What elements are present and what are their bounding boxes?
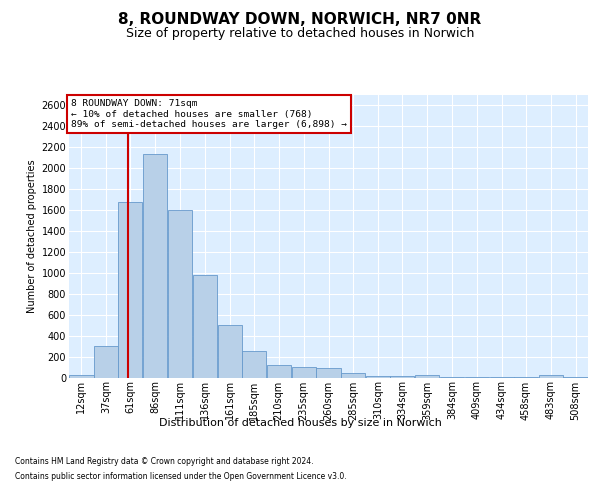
Bar <box>316 368 341 378</box>
Text: 8, ROUNDWAY DOWN, NORWICH, NR7 0NR: 8, ROUNDWAY DOWN, NORWICH, NR7 0NR <box>118 12 482 28</box>
Text: Distribution of detached houses by size in Norwich: Distribution of detached houses by size … <box>158 418 442 428</box>
Bar <box>118 202 142 378</box>
Bar <box>390 376 414 378</box>
Text: Size of property relative to detached houses in Norwich: Size of property relative to detached ho… <box>126 28 474 40</box>
Bar <box>366 376 391 378</box>
Bar <box>440 377 464 378</box>
Bar <box>193 276 217 378</box>
Bar <box>70 376 94 378</box>
Bar <box>94 346 118 378</box>
Bar <box>242 352 266 378</box>
Bar <box>465 377 489 378</box>
Bar <box>539 375 563 378</box>
Y-axis label: Number of detached properties: Number of detached properties <box>28 160 37 313</box>
Bar <box>415 376 439 378</box>
Bar <box>143 154 167 378</box>
Bar <box>168 210 192 378</box>
Bar <box>341 374 365 378</box>
Bar <box>218 325 242 378</box>
Text: Contains HM Land Registry data © Crown copyright and database right 2024.: Contains HM Land Registry data © Crown c… <box>15 457 314 466</box>
Bar <box>266 365 291 378</box>
Bar <box>292 367 316 378</box>
Text: Contains public sector information licensed under the Open Government Licence v3: Contains public sector information licen… <box>15 472 347 481</box>
Text: 8 ROUNDWAY DOWN: 71sqm
← 10% of detached houses are smaller (768)
89% of semi-de: 8 ROUNDWAY DOWN: 71sqm ← 10% of detached… <box>71 99 347 129</box>
